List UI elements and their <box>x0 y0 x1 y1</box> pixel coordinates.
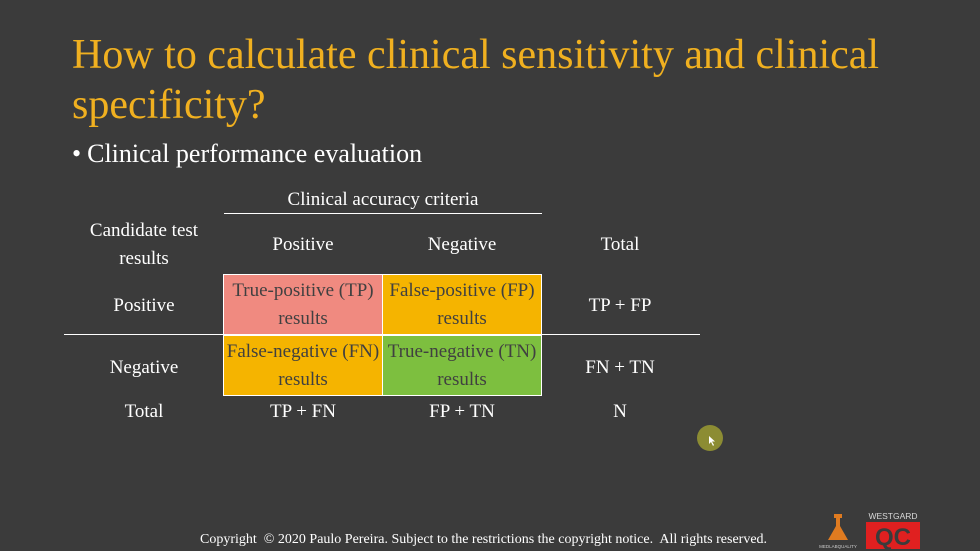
cell-false-negative: False-negative (FN) results <box>223 335 383 396</box>
medlabquality-text: MEDLABQUALITY <box>819 544 857 549</box>
row-total: Total <box>124 401 164 422</box>
row-negative: Negative <box>109 357 179 378</box>
cursor-arrow-icon <box>709 436 715 446</box>
total-fp-tn: FP + TN <box>429 401 495 422</box>
row-header: Candidate test results <box>89 220 199 269</box>
criteria-header: Clinical accuracy criteria <box>287 189 479 210</box>
cell-true-positive: True-positive (TP) results <box>223 274 383 335</box>
col-total: Total <box>600 234 640 255</box>
row-positive: Positive <box>113 295 175 316</box>
slide-title: How to calculate clinical sensitivity an… <box>72 32 880 128</box>
total-n: N <box>613 401 627 422</box>
total-tp-fp: TP + FP <box>588 295 652 316</box>
medlabquality-logo-icon: MEDLABQUALITY <box>819 514 857 549</box>
cell-false-positive: False-positive (FP) results <box>382 274 542 335</box>
westgard-mark: QC <box>875 524 911 550</box>
row-divider <box>64 334 700 335</box>
bullet-text: Clinical performance evaluation <box>87 139 423 168</box>
copyright-notice: Copyright © 2020 Paulo Pereira. Subject … <box>200 532 768 547</box>
bullet-dot: • <box>72 139 82 168</box>
westgard-text: WESTGARD <box>868 511 917 521</box>
col-negative: Negative <box>427 234 497 255</box>
col-positive: Positive <box>272 234 334 255</box>
total-fn-tn: FN + TN <box>585 357 655 378</box>
bullet-item: • Clinical performance evaluation <box>72 138 422 170</box>
cell-true-negative: True-negative (TN) results <box>382 335 542 396</box>
total-tp-fn: TP + FN <box>270 401 336 422</box>
criteria-underline <box>224 213 542 214</box>
westgard-qc-logo-icon: WESTGARD QC <box>866 511 920 550</box>
